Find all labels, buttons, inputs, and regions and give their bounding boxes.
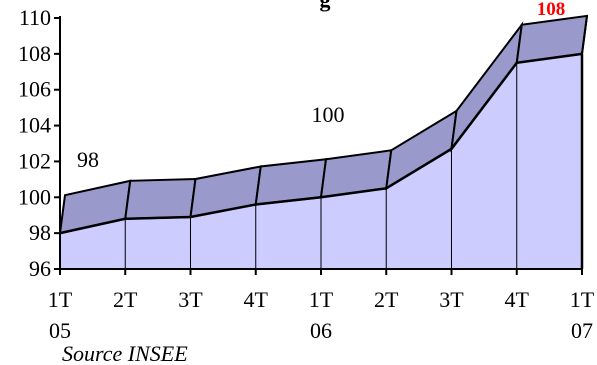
- source-note: Source INSEE: [62, 341, 188, 365]
- y-tick-label: 98: [29, 220, 51, 245]
- y-tick-label: 106: [18, 77, 51, 102]
- annotation-mid-value: 100: [312, 102, 345, 127]
- x-tick-label: 2T: [374, 287, 399, 312]
- x-tick-label: 4T: [244, 287, 269, 312]
- x-tick-label-year: 06: [310, 318, 332, 343]
- y-tick-label: 100: [18, 184, 51, 209]
- y-tick-label: 96: [29, 256, 51, 281]
- x-tick-label: 1T: [570, 287, 595, 312]
- x-tick-label: 1T: [309, 287, 334, 312]
- y-tick-label: 108: [18, 41, 51, 66]
- x-tick-label: 3T: [178, 287, 203, 312]
- x-tick-label: 4T: [505, 287, 530, 312]
- x-tick-label: 2T: [113, 287, 138, 312]
- y-tick-label: 104: [18, 113, 51, 138]
- series-line: [59, 52, 583, 235]
- y-tick-label: 102: [18, 148, 51, 173]
- x-tick-label-year: 05: [49, 318, 71, 343]
- x-tick-label: 3T: [439, 287, 464, 312]
- area-side-face: [581, 15, 588, 54]
- chart-title-fragment: g: [320, 0, 331, 12]
- annotation-last-value: 108: [537, 0, 566, 20]
- area-top-segment: [124, 177, 197, 220]
- x-tick-label-year: 07: [571, 318, 593, 343]
- x-tick-label: 1T: [48, 287, 73, 312]
- annotation-start-value: 98: [77, 147, 99, 172]
- y-tick-label: 110: [19, 5, 51, 30]
